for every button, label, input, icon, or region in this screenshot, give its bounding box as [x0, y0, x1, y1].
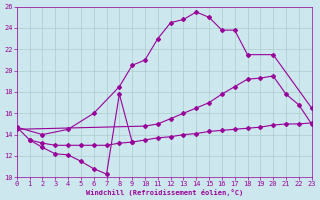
X-axis label: Windchill (Refroidissement éolien,°C): Windchill (Refroidissement éolien,°C): [85, 189, 243, 196]
